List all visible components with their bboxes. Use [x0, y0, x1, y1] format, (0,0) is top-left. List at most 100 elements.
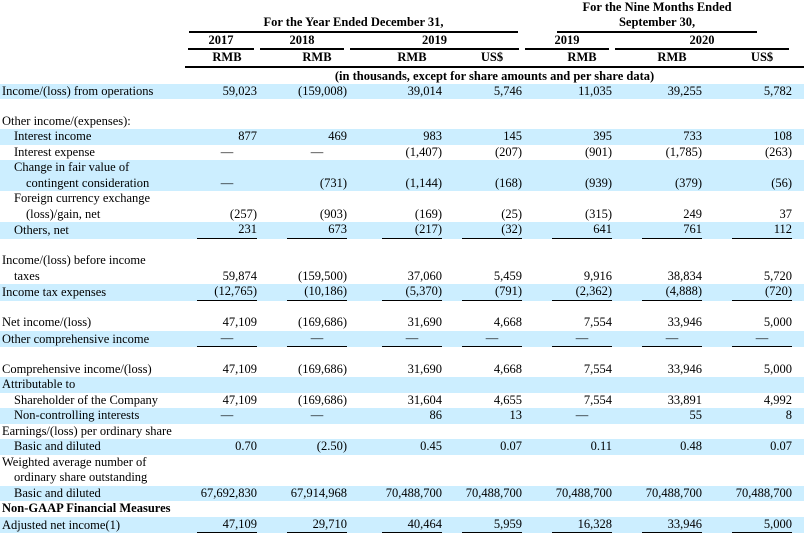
value-cell: (263)	[702, 145, 804, 161]
row-label-line: contingent consideration	[26, 175, 150, 190]
value-cell: 8	[702, 408, 804, 424]
value-cell: 4,668	[442, 315, 522, 331]
value-cell: 29,710	[257, 517, 347, 533]
value: 4,668	[493, 315, 523, 329]
table-row: Change in fair value of contingent consid…	[0, 160, 804, 191]
value: 249	[683, 206, 703, 221]
value-cell	[257, 501, 347, 517]
value: 70,488,700	[735, 485, 793, 500]
currency-row: RMB RMB RMB US$ RMB RMB US$	[0, 50, 804, 68]
value: (2.50)	[316, 439, 347, 453]
table-row: Comprehensive income/(loss) 47,109 (169,68…	[0, 362, 804, 378]
value-cell: 59,874	[185, 253, 257, 284]
value-cell: 0.07	[442, 439, 522, 455]
value: (168)	[494, 175, 523, 190]
value: 231	[197, 222, 257, 239]
row-label-cell: Interest expense	[0, 145, 185, 161]
value: 469	[328, 129, 347, 143]
row-label: Basic and diluted	[14, 439, 101, 453]
value: (5,370)	[382, 284, 442, 301]
value-cell: (169,686)	[257, 393, 347, 409]
year-row: 2017 2018 2019 2019 2020	[0, 33, 804, 50]
table-row: Adjusted net income(1) 47,109 29,710 40,464…	[0, 516, 804, 534]
value-cell: 67,692,830	[185, 486, 257, 502]
value-cell: 145	[442, 129, 522, 145]
value-cell: 7,554	[522, 315, 612, 331]
value-cell	[442, 501, 522, 517]
value-cell: 37	[702, 191, 804, 222]
value: (901)	[584, 144, 613, 159]
value-cell: 39,255	[612, 84, 702, 100]
value-cell: 7,554	[522, 362, 612, 378]
value-cell: 37,060	[347, 253, 442, 284]
value-cell: (4,888)	[612, 284, 703, 301]
row-label-cell: Others, net	[0, 222, 185, 239]
value: 7,554	[583, 315, 613, 329]
value-cell	[257, 114, 347, 130]
spacer-cell	[0, 99, 804, 114]
value-cell: —	[185, 145, 257, 161]
col-group-nine-months-title: For the Nine Months Ended September 30,	[557, 0, 758, 33]
value: (731)	[319, 175, 347, 190]
value: 33,946	[667, 361, 703, 376]
row-label-cell: Earnings/(loss) per ordinary share	[0, 424, 185, 440]
row-label-cell: Other income/(expenses):	[0, 114, 185, 130]
value: (257)	[229, 206, 257, 221]
spacer-row	[0, 301, 804, 316]
row-label: Adjusted net income(1)	[2, 517, 121, 532]
value-cell: 231	[185, 222, 257, 239]
value-cell: 5,720	[702, 253, 804, 284]
value-cell: —	[347, 331, 442, 347]
row-label-cell: Interest income	[0, 129, 185, 145]
value: —	[287, 331, 347, 347]
value: 47,109	[222, 392, 257, 407]
value-cell: 112	[702, 222, 804, 239]
value-cell: 469	[257, 129, 347, 145]
row-label: Others, net	[14, 223, 69, 237]
value-cell: 39,014	[347, 84, 442, 100]
value: 47,109	[197, 517, 257, 533]
value: 5,720	[763, 268, 793, 283]
table-body: Income/(loss) from operations 59,023 (159,…	[0, 83, 804, 534]
financial-statements-table: For the Year Ended December 31, For the …	[0, 0, 804, 533]
value-cell: 4,992	[702, 393, 804, 409]
value-cell	[185, 377, 257, 393]
value-cell: 11,035	[522, 84, 612, 100]
value: 5,000	[732, 517, 793, 533]
value: (32)	[462, 222, 523, 239]
value-cell: 31,690	[347, 362, 442, 378]
row-label: Comprehensive income/(loss)	[2, 361, 152, 376]
value: 16,328	[552, 517, 613, 533]
value: 761	[642, 222, 703, 239]
value: 0.48	[680, 439, 703, 453]
value: (159,008)	[298, 83, 347, 98]
value-cell: 0.48	[612, 439, 702, 455]
value-cell: (1,407)	[347, 145, 442, 161]
value-cell: (217)	[347, 222, 442, 239]
value-cell	[442, 114, 522, 130]
value-cell: —	[257, 408, 347, 424]
value-cell	[522, 377, 612, 393]
value-cell: 5,746	[442, 84, 522, 100]
value-cell	[185, 501, 257, 517]
value: 47,109	[222, 361, 257, 376]
row-label-cell: Weighted average number of ordinary share…	[0, 455, 185, 486]
value-cell: (5,370)	[347, 284, 442, 301]
value-cell: (12,765)	[185, 284, 257, 301]
value: —	[575, 408, 589, 422]
table-row: Foreign currency exchange (loss)/gain, ne…	[0, 191, 804, 222]
value: 39,014	[407, 83, 442, 98]
value-cell: (169,686)	[257, 315, 347, 331]
value-cell: 47,109	[185, 393, 257, 409]
row-label: Income tax expenses	[2, 285, 107, 299]
value-cell: 86	[347, 408, 443, 424]
table-row: Basic and diluted 67,692,830 67,914,968 70,…	[0, 485, 804, 502]
value: (25)	[501, 206, 523, 221]
value-cell: 33,946	[612, 315, 702, 331]
header-spacer-cell	[0, 33, 185, 50]
value: (903)	[319, 206, 347, 221]
value: —	[552, 331, 613, 347]
table-row: Income/(loss) from operations 59,023 (159,…	[0, 83, 804, 100]
row-label-cell: Adjusted net income(1)	[0, 517, 185, 534]
row-label-cell: Foreign currency exchange (loss)/gain, ne…	[0, 191, 185, 222]
